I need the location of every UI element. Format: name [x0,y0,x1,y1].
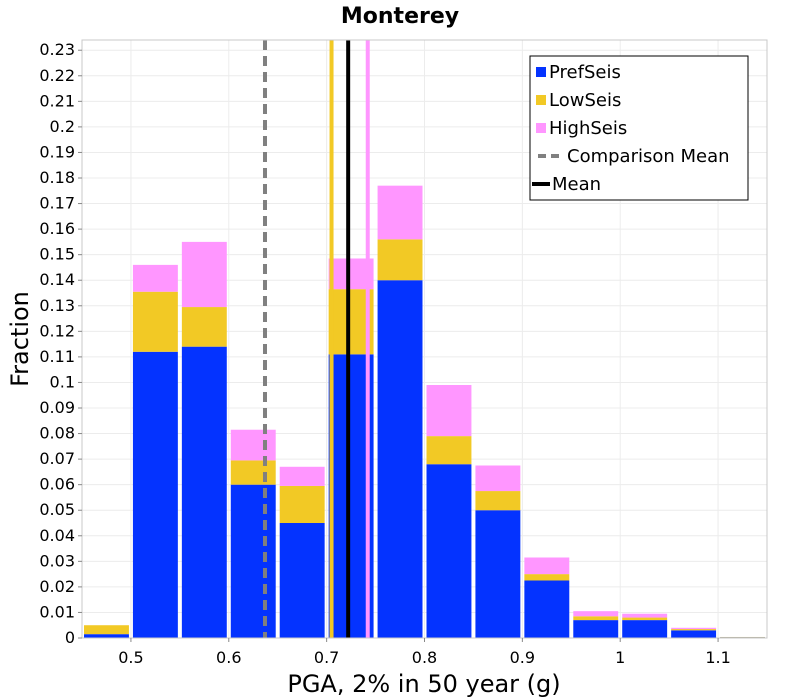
bar-highseis-11 [622,613,668,618]
y-tick-label: 0.12 [39,321,75,340]
reference-lines [262,40,370,638]
y-tick-label: 0.19 [39,142,75,161]
y-tick-label: 0.07 [39,449,75,468]
y-tick-label: 0.11 [39,347,75,366]
y-tick-label: 0.03 [39,551,75,570]
y-tick-label: 0.2 [50,117,75,136]
bar-prefseis-7 [426,464,472,638]
legend-label: PrefSeis [549,62,621,83]
y-tick-label: 0 [65,628,75,647]
x-axis: 0.5 0.6 0.7 0.8 0.9 1 1.1 [118,638,731,667]
y-tick-label: 0.05 [39,500,75,519]
bar-highseis-4 [279,466,325,486]
bar-prefseis-6 [377,280,423,638]
bar-highseis-10 [573,611,619,617]
x-tick-label: 0.6 [216,648,241,667]
bar-highseis-9 [524,557,570,575]
bar-highseis-1 [132,264,178,292]
bar-lowseis-0 [84,625,129,635]
chart-title: Monterey [341,4,459,29]
bar-lowseis-11 [622,617,668,621]
x-tick-label: 0.5 [118,648,143,667]
bar-lowseis-12 [671,629,717,631]
bar-prefseis-2 [181,346,227,638]
legend-swatch-lowseis [536,95,546,105]
y-axis: 0 0.01 0.02 0.03 0.04 0.05 0.06 0.07 0.08 0.09 0.1… [39,40,82,647]
bar-highseis-2 [181,241,227,308]
bar-highseis-3 [230,429,276,461]
bar-highseis-6 [377,185,423,240]
bar-prefseis-11 [622,620,668,638]
y-tick-label: 0.04 [39,526,75,545]
bar-lowseis-1 [132,291,178,352]
y-tick-label: 0.23 [39,40,75,59]
y-tick-label: 0.02 [39,577,75,596]
bar-lowseis-10 [573,616,619,621]
y-tick-label: 0.01 [39,602,75,621]
y-tick-label: 0.22 [39,66,75,85]
y-tick-label: 0.13 [39,296,75,315]
legend-label: HighSeis [549,118,627,139]
bar-prefseis-0 [84,634,129,638]
legend-swatch-prefseis [536,67,546,77]
y-tick-label: 0.08 [39,424,75,443]
bar-lowseis-9 [524,574,570,581]
y-tick-label: 0.09 [39,398,75,417]
bar-prefseis-3 [230,484,276,638]
x-tick-label: 1 [615,648,625,667]
bar-prefseis-1 [132,351,178,638]
x-axis-label: PGA, 2% in 50 year (g) [287,670,560,698]
bar-lowseis-7 [426,436,472,465]
x-tick-label: 0.9 [510,648,535,667]
bar-prefseis-12 [671,630,717,638]
bar-highseis-8 [475,465,521,492]
y-tick-label: 0.21 [39,91,75,110]
bar-prefseis-4 [279,523,325,638]
bar-prefseis-9 [524,580,570,638]
bar-lowseis-8 [475,491,521,511]
x-tick-label: 0.8 [412,648,437,667]
legend-label: LowSeis [549,90,621,111]
y-tick-label: 0.06 [39,475,75,494]
legend-box [529,55,749,201]
x-tick-label: 0.7 [314,648,339,667]
bar-highseis-12 [671,627,717,630]
bar-prefseis-8 [475,510,521,638]
bar-lowseis-6 [377,239,423,281]
bar-lowseis-3 [230,460,276,485]
legend-swatch-highseis [536,123,546,133]
bar-prefseis-10 [573,620,619,638]
y-tick-label: 0.14 [39,270,75,289]
y-tick-label: 0.1 [50,372,75,391]
bar-highseis-7 [426,385,472,437]
bar-lowseis-4 [279,485,325,523]
legend-label: Comparison Mean [567,146,730,167]
legend: PrefSeis LowSeis HighSeis Comparison Mean Me… [529,55,749,201]
x-tick-label: 1.1 [705,648,730,667]
bar-lowseis-2 [181,307,227,347]
y-tick-label: 0.17 [39,194,75,213]
y-tick-label: 0.16 [39,219,75,238]
legend-label: Mean [552,174,601,195]
y-axis-label: Fraction [6,291,34,387]
y-tick-label: 0.18 [39,168,75,187]
y-tick-label: 0.15 [39,245,75,264]
